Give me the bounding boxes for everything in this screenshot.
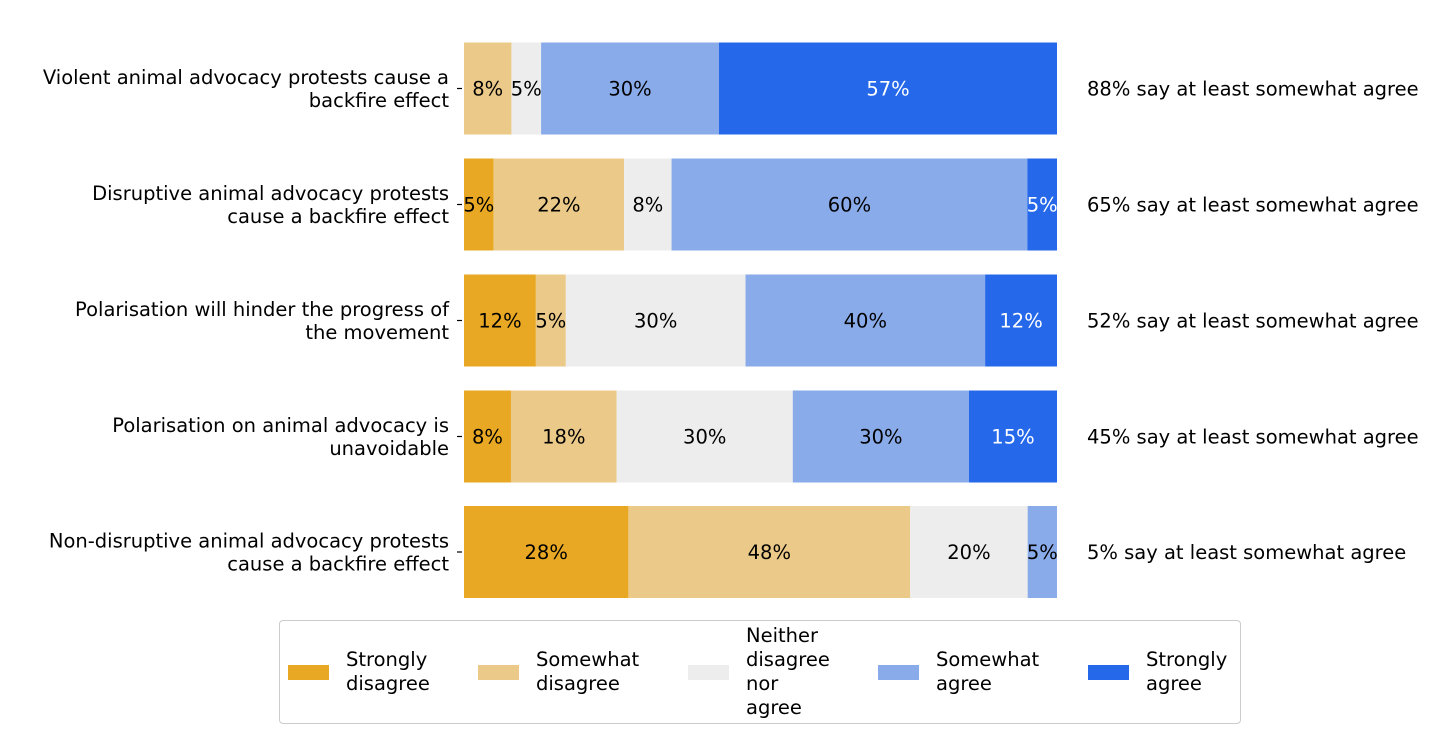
y-axis-ticks — [457, 87, 462, 553]
legend: Strongly disagree Somewhat disagree Neithe… — [279, 620, 1241, 724]
bar-value-label: 8% — [632, 194, 663, 217]
bar-segment — [624, 158, 672, 251]
bar-segment — [985, 274, 1057, 367]
bar-value-label: 5% — [1027, 194, 1058, 217]
y-tick-label: Disruptive animal advocacy protests cause… — [92, 182, 449, 228]
bar-value-label: 12% — [999, 310, 1042, 333]
bar-value-label: 20% — [947, 541, 990, 564]
y-tick-label: Polarisation on animal advocacy is unavoi… — [112, 414, 449, 460]
bar-value-label: 15% — [991, 426, 1034, 449]
bar-segment — [745, 274, 986, 367]
bar-value-label: 5% — [463, 194, 494, 217]
bar-value-label: 12% — [478, 310, 521, 333]
bar-segment — [1027, 506, 1057, 598]
bar-value-label: 5% — [511, 78, 542, 101]
bar-segment — [565, 274, 746, 367]
bar-value-label: 30% — [634, 310, 677, 333]
bars: 8% 5% 30% 57% 5% 22% 8% 60% 5% 12% 5% 30% 40% 12% 8% 18… — [463, 42, 1058, 598]
annotations: 88% say at least somewhat agree 65% say a… — [1087, 78, 1419, 565]
y-tick-label: Polarisation will hinder the progress of… — [75, 298, 450, 344]
bar-segment — [1027, 158, 1057, 251]
bar-value-label: 22% — [537, 194, 580, 217]
legend-label: Somewhat agree — [936, 648, 1040, 695]
agreement-annotation: 52% say at least somewhat agree — [1087, 310, 1419, 333]
bar-segment — [628, 506, 911, 598]
bar-segment — [464, 274, 536, 367]
bar-segment — [541, 42, 719, 135]
legend-label: Neither disagree nor agree — [746, 624, 830, 719]
bar-segment — [464, 158, 494, 251]
bar-segment — [464, 390, 511, 483]
y-tick-label: Violent animal advocacy protests cause a… — [43, 66, 449, 112]
bar-segment — [968, 390, 1057, 483]
bar-value-label: 5% — [1027, 541, 1058, 564]
agreement-annotation: 65% say at least somewhat agree — [1087, 194, 1419, 217]
bar-segment — [671, 158, 1028, 251]
bar-value-label: 30% — [608, 78, 651, 101]
legend-label: Somewhat disagree — [536, 648, 640, 695]
bar-segment — [510, 390, 617, 483]
bar-value-label: 57% — [866, 78, 909, 101]
agreement-annotation: 45% say at least somewhat agree — [1087, 426, 1419, 449]
agreement-annotation: 88% say at least somewhat agree — [1087, 78, 1419, 101]
legend-swatch — [288, 665, 329, 680]
bar-segment — [464, 506, 629, 598]
bar-segment — [616, 390, 793, 483]
bar-value-label: 18% — [542, 426, 585, 449]
bar-segment — [535, 274, 566, 367]
bar-value-label: 8% — [472, 78, 503, 101]
legend-swatch — [1088, 665, 1129, 680]
agreement-annotation: 5% say at least somewhat agree — [1087, 541, 1406, 564]
y-tick-label: Non-disruptive animal advocacy protests c… — [49, 530, 449, 576]
bar-segment — [792, 390, 969, 483]
bar-value-label: 5% — [535, 310, 566, 333]
bar-value-label: 28% — [525, 541, 568, 564]
legend-swatch — [688, 665, 729, 680]
legend-label: Strongly disagree — [346, 648, 430, 695]
y-axis-labels: Violent animal advocacy protests cause a… — [43, 66, 450, 576]
legend-label: Strongly agree — [1146, 648, 1228, 695]
bar-value-label: 48% — [748, 541, 791, 564]
bar-segment — [910, 506, 1028, 598]
bar-value-label: 60% — [828, 194, 871, 217]
bar-value-label: 8% — [472, 426, 503, 449]
bar-value-label: 30% — [683, 426, 726, 449]
bar-value-label: 40% — [844, 310, 887, 333]
legend-swatch — [878, 665, 919, 680]
bar-segment — [464, 42, 512, 135]
bar-segment — [718, 42, 1057, 135]
bar-segment — [511, 42, 542, 135]
legend-swatch — [478, 665, 519, 680]
bar-segment — [493, 158, 625, 251]
bar-value-label: 30% — [859, 426, 902, 449]
